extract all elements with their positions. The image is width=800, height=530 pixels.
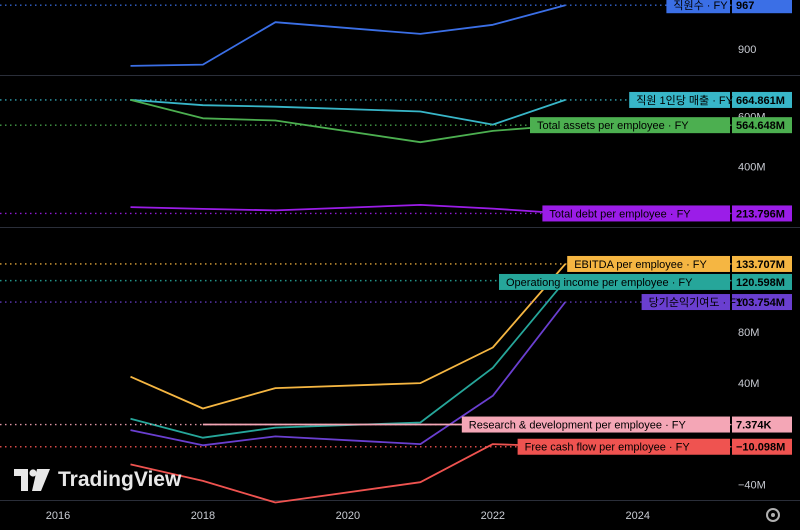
last-value-badge <box>732 117 792 134</box>
last-value-badge <box>732 91 792 108</box>
series-line[interactable] <box>130 301 567 447</box>
series-name-badge <box>567 255 730 272</box>
series-line[interactable] <box>130 203 566 215</box>
series-name-label: Total debt per employee · FY <box>549 208 691 220</box>
last-value-text: 967 <box>736 0 754 12</box>
last-value-text: 564.648M <box>736 120 785 132</box>
series-name-badge <box>530 117 730 134</box>
last-value-text: 664.861M <box>736 95 785 107</box>
brand-name: TradingView <box>58 468 182 491</box>
last-value-badge <box>732 255 792 272</box>
series-name-label: 직원 1인당 매출 · FY <box>636 94 733 107</box>
last-value-text: 120.598M <box>736 277 785 289</box>
x-tick-label: 2022 <box>481 510 505 522</box>
tradingview-logo: TradingView <box>14 468 181 492</box>
series-name-badge <box>499 273 730 290</box>
series-name-label: Total assets per employee · FY <box>537 120 689 132</box>
series-name-label: 직원수 · FY <box>673 0 728 12</box>
last-value-badge <box>732 273 792 290</box>
last-value-text: 7.374K <box>736 420 772 432</box>
series-line[interactable] <box>130 99 566 144</box>
series-name-label: Operationg income per employee · FY <box>506 277 693 289</box>
y-tick-label: −40M <box>738 480 766 492</box>
series-name-badge <box>542 205 730 222</box>
series-line[interactable] <box>130 99 566 126</box>
last-value-badge <box>732 0 792 14</box>
y-tick-label: 900 <box>738 44 756 56</box>
series-line[interactable] <box>130 263 566 410</box>
last-value-text: −10.098M <box>736 442 785 454</box>
series-name-label: Free cash flow per employee · FY <box>525 442 691 454</box>
settings-gear-icon[interactable] <box>766 508 780 522</box>
last-value-badge <box>732 438 792 455</box>
last-value-badge <box>732 416 792 433</box>
last-value-badge <box>732 205 792 222</box>
y-tick-label: 80M <box>738 327 759 339</box>
tradingview-logo-icon <box>14 469 50 491</box>
y-tick-label: 400M <box>738 162 766 174</box>
series-name-badge <box>517 438 730 455</box>
series-name-badge <box>461 416 730 433</box>
series-line[interactable] <box>130 4 566 67</box>
x-tick-label: 2020 <box>336 510 360 522</box>
series-line[interactable] <box>130 280 566 439</box>
series-line[interactable] <box>130 443 566 504</box>
series-name-label: EBITDA per employee · FY <box>574 259 707 271</box>
x-tick-label: 2024 <box>626 510 650 522</box>
series-name-badge <box>629 91 730 108</box>
last-value-text: 103.754M <box>736 297 785 309</box>
last-value-badge <box>732 294 792 311</box>
series-name-label: 당기순익기여도 · FY <box>649 296 744 309</box>
last-value-text: 213.796M <box>736 208 785 220</box>
x-tick-label: 2018 <box>191 510 215 522</box>
series-name-label: Research & development per employee · FY <box>469 420 687 432</box>
y-tick-label: 40M <box>738 378 759 390</box>
x-tick-label: 2016 <box>46 510 70 522</box>
series-name-badge <box>641 294 730 311</box>
last-value-text: 133.707M <box>736 259 785 271</box>
series-name-badge <box>666 0 730 14</box>
